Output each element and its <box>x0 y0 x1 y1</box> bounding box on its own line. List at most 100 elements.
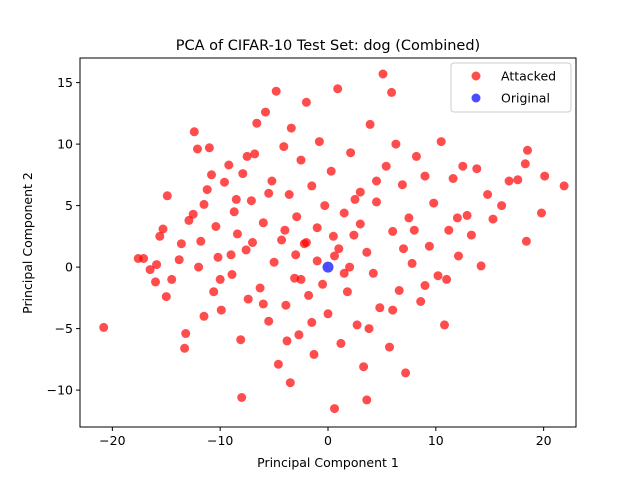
attacked-point <box>330 251 339 261</box>
attacked-point <box>242 151 252 161</box>
attacked-point <box>199 311 209 321</box>
attacked-point <box>284 190 294 199</box>
attacked-point <box>513 175 523 185</box>
attacked-point <box>271 86 281 96</box>
attacked-point <box>246 196 256 206</box>
attacked-point <box>504 176 514 186</box>
attacked-point <box>420 281 430 290</box>
attacked-point <box>372 176 381 186</box>
attacked-point <box>334 244 344 254</box>
attacked-point <box>255 283 265 293</box>
attacked-point <box>452 213 462 223</box>
attacked-point <box>320 201 330 211</box>
x-tick-label: −20 <box>99 433 125 448</box>
attacked-point <box>364 324 374 334</box>
attacked-point <box>155 231 165 241</box>
legend: Attacked Original <box>450 62 572 113</box>
attacked-point <box>281 300 291 310</box>
attacked-point <box>323 309 333 319</box>
attacked-point <box>424 241 434 251</box>
attacked-point <box>352 320 362 330</box>
attacked-point <box>381 161 391 171</box>
attacked-point <box>336 338 346 348</box>
attacked-point <box>215 274 225 284</box>
attacked-point <box>226 250 236 260</box>
attacked-point <box>520 159 530 169</box>
attacked-point <box>161 292 171 302</box>
attacked-point <box>202 185 212 195</box>
attacked-point <box>258 218 268 228</box>
attacked-point <box>521 236 531 246</box>
attacked-point <box>279 142 289 152</box>
attacked-point <box>333 84 343 94</box>
attacked-point <box>362 395 372 405</box>
attacked-point <box>189 127 199 137</box>
attacked-point <box>231 194 241 204</box>
attacked-point <box>409 225 419 235</box>
y-tick-label: 15 <box>57 75 73 90</box>
y-axis-label: Principal Component 2 <box>20 172 35 314</box>
attacked-point <box>199 199 209 209</box>
attacked-point <box>285 378 295 388</box>
points-layer <box>99 69 569 414</box>
attacked-point <box>296 274 306 284</box>
legend-marker-attacked <box>471 71 481 81</box>
attacked-point <box>488 214 498 224</box>
attacked-point <box>476 261 486 271</box>
attacked-point <box>301 238 311 247</box>
y-tick-label: −5 <box>55 321 73 336</box>
attacked-point <box>204 143 214 153</box>
attacked-point <box>193 144 202 154</box>
y-tick-label: 10 <box>57 137 73 152</box>
attacked-point <box>362 247 372 257</box>
legend-marker-original <box>471 93 481 103</box>
attacked-point <box>346 148 356 158</box>
attacked-point <box>213 252 223 262</box>
attacked-point <box>286 123 296 133</box>
attacked-point <box>291 250 301 260</box>
attacked-point <box>462 210 472 220</box>
attacked-point <box>394 286 404 295</box>
attacked-point <box>429 198 439 208</box>
attacked-point <box>397 180 407 190</box>
attacked-point <box>318 279 328 289</box>
attacked-point <box>372 197 381 207</box>
attacked-point <box>404 213 414 223</box>
attacked-point <box>436 137 446 147</box>
y-tick-label: 0 <box>65 260 73 275</box>
attacked-point <box>355 187 365 197</box>
legend-box <box>450 62 572 113</box>
attacked-point <box>359 362 369 372</box>
attacked-point <box>483 190 493 199</box>
attacked-point <box>238 169 248 179</box>
attacked-point <box>261 107 270 117</box>
attacked-point <box>209 287 219 297</box>
attacked-point <box>433 271 443 281</box>
attacked-point <box>269 257 279 267</box>
attacked-point <box>252 118 262 128</box>
attacked-point <box>227 270 237 279</box>
x-tick-label: 0 <box>324 433 332 448</box>
attacked-point <box>326 166 336 176</box>
attacked-point <box>196 236 206 246</box>
attacked-point <box>304 290 314 300</box>
attacked-point <box>401 368 411 378</box>
attacked-point <box>385 342 394 352</box>
attacked-point <box>312 256 322 266</box>
attacked-point <box>162 191 172 201</box>
attacked-point <box>264 316 274 326</box>
attacked-point <box>416 297 426 306</box>
attacked-point <box>220 177 229 187</box>
attacked-point <box>248 238 257 247</box>
attacked-point <box>559 181 569 191</box>
attacked-point <box>250 149 260 159</box>
attacked-point <box>296 155 306 165</box>
attacked-point <box>241 245 251 255</box>
attacked-point <box>466 230 476 240</box>
attacked-point <box>399 244 408 254</box>
attacked-point <box>216 305 226 315</box>
attacked-point <box>350 194 360 204</box>
attacked-point <box>442 274 452 284</box>
attacked-point <box>314 137 324 147</box>
